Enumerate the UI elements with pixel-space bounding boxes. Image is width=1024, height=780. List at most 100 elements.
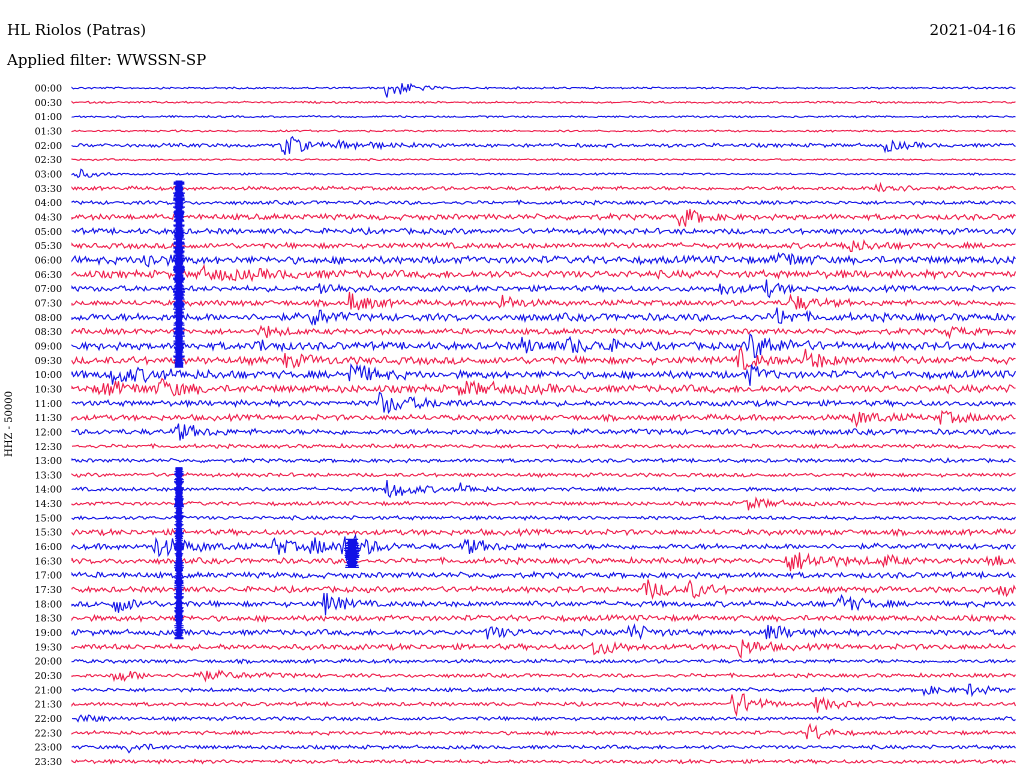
row-label-2230: 22:30 [35,728,62,739]
trace-0830 [71,324,1017,340]
row-label-1600: 16:00 [35,542,62,553]
row-label-2200: 22:00 [35,714,62,725]
trace-1200 [71,423,1016,441]
burst-2 [344,538,360,568]
row-label-2030: 20:30 [35,671,62,682]
trace-0200 [71,135,1016,155]
trace-0400 [71,199,1016,206]
trace-1030 [71,377,1016,397]
trace-0930 [71,346,1016,370]
trace-1000 [71,363,1017,386]
row-label-0700: 07:00 [35,284,62,295]
row-label-0830: 08:30 [35,327,62,338]
trace-0500 [71,226,1016,236]
trace-1600 [71,533,1016,562]
trace-1800 [71,592,1016,616]
trace-0030 [71,100,1016,105]
row-label-1530: 15:30 [35,528,62,539]
trace-0530 [71,238,1016,252]
row-label-0230: 02:30 [35,155,62,166]
trace-2130 [71,693,1017,717]
trace-1230 [71,442,1016,450]
date-label: 2021-04-16 [929,21,1016,39]
trace-1300 [71,457,1016,464]
row-label-1700: 17:00 [35,571,62,582]
trace-1830 [71,613,1016,623]
row-label-0130: 01:30 [35,126,62,137]
row-label-1800: 18:00 [35,599,62,610]
row-label-1100: 11:00 [35,399,62,410]
row-label-0630: 06:30 [35,270,62,281]
trace-0630 [71,263,1017,283]
trace-1530 [71,527,1016,538]
row-label-2000: 20:00 [35,657,62,668]
burst-0 [173,180,185,368]
trace-1500 [71,514,1016,522]
row-label-0000: 00:00 [35,84,62,95]
row-label-1730: 17:30 [35,585,62,596]
trace-0130 [71,129,1016,133]
row-label-0330: 03:30 [35,184,62,195]
row-label-2100: 21:00 [35,685,62,696]
row-label-0200: 02:00 [35,141,62,152]
row-label-1430: 14:30 [35,499,62,510]
trace-2230 [71,722,1016,740]
trace-0100 [71,114,1016,119]
trace-2000 [71,658,1016,665]
row-label-2130: 21:30 [35,700,62,711]
trace-1400 [71,480,1016,499]
row-label-0600: 06:00 [35,255,62,266]
trace-2330 [71,758,1016,765]
row-label-0400: 04:00 [35,198,62,209]
station-title: HL Riolos (Patras) [7,21,147,39]
row-label-0030: 00:30 [35,98,62,109]
trace-1930 [71,639,1016,659]
row-label-0900: 09:00 [35,341,62,352]
trace-1900 [71,623,1016,641]
row-label-0100: 01:00 [35,112,62,123]
filter-label: Applied filter: WWSSN-SP [7,51,207,69]
trace-0900 [71,333,1016,359]
row-label-0430: 04:30 [35,212,62,223]
row-label-2300: 23:00 [35,743,62,754]
trace-2030 [71,669,1016,683]
row-label-1830: 18:30 [35,614,62,625]
row-label-0530: 05:30 [35,241,62,252]
row-label-1030: 10:30 [35,384,62,395]
trace-1130 [71,409,1016,428]
row-label-1330: 13:30 [35,470,62,481]
row-label-1630: 16:30 [35,556,62,567]
row-label-1130: 11:30 [35,413,62,424]
row-label-2330: 23:30 [35,757,62,768]
trace-1700 [71,570,1016,580]
row-label-0300: 03:00 [35,169,62,180]
row-label-1930: 19:30 [35,642,62,653]
row-label-1000: 10:00 [35,370,62,381]
row-label-1400: 14:00 [35,485,62,496]
row-label-1500: 15:00 [35,513,62,524]
trace-1730 [71,579,1016,601]
trace-0730 [71,291,1016,311]
trace-0000 [71,82,1016,98]
trace-0300 [71,168,1016,179]
row-label-0800: 08:00 [35,313,62,324]
row-label-0730: 07:30 [35,298,62,309]
trace-0230 [71,157,1016,162]
trace-2100 [71,683,1016,698]
trace-1330 [71,472,1016,479]
row-label-1200: 12:00 [35,427,62,438]
trace-1630 [71,552,1016,572]
trace-1100 [71,391,1016,415]
trace-0600 [71,251,1016,268]
burst-1 [174,467,184,640]
trace-1430 [71,496,1016,511]
row-label-0500: 05:00 [35,227,62,238]
trace-2300 [71,743,1016,754]
row-label-0930: 09:30 [35,356,62,367]
row-label-1300: 13:00 [35,456,62,467]
trace-0330 [71,181,1016,193]
row-label-1230: 12:30 [35,442,62,453]
trace-0800 [71,307,1016,326]
trace-0700 [71,279,1016,299]
